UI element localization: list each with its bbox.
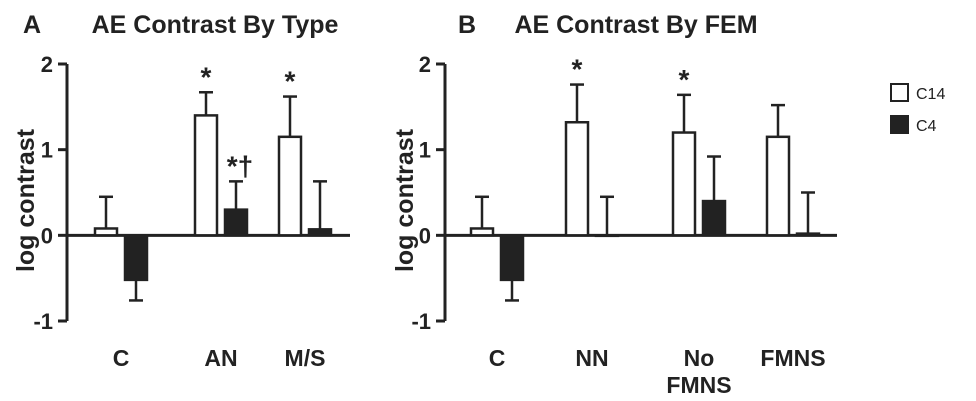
bar-c4-c bbox=[123, 234, 149, 282]
bar-c14-c bbox=[469, 227, 495, 237]
bar-c14-an bbox=[193, 114, 219, 237]
significance-marker: * bbox=[572, 54, 583, 85]
x-category-label: C bbox=[113, 345, 130, 371]
panel-a: A AE Contrast By Type log contrast -1 0 1 2 * *†… bbox=[12, 11, 350, 371]
chart-title: AE Contrast By Type bbox=[92, 11, 339, 39]
panel-b: B AE Contrast By FEM log contrast -1 0 1 2 * * C N… bbox=[391, 11, 837, 398]
legend-swatch-c14 bbox=[890, 83, 909, 102]
y-tick-label: 2 bbox=[419, 52, 431, 77]
y-tick-label: -1 bbox=[411, 309, 431, 334]
chart-title: AE Contrast By FEM bbox=[514, 11, 757, 39]
significance-marker: * bbox=[679, 64, 690, 95]
x-category-label: C bbox=[489, 345, 506, 371]
x-category-label: M/S bbox=[285, 345, 326, 371]
bar-c14-no-fmns bbox=[671, 131, 697, 237]
legend-swatch-c4 bbox=[890, 115, 909, 134]
y-tick-label: 2 bbox=[41, 52, 53, 77]
significance-marker: *† bbox=[227, 150, 253, 181]
y-tick-label: 0 bbox=[419, 223, 431, 248]
panel-letter: B bbox=[458, 11, 476, 39]
y-axis-label: log contrast bbox=[12, 128, 40, 272]
significance-marker: * bbox=[285, 66, 296, 97]
panel-letter: A bbox=[23, 11, 41, 39]
bar-c4-m-s bbox=[307, 228, 333, 237]
y-tick-label: 1 bbox=[41, 138, 53, 163]
x-category-label: AN bbox=[204, 345, 237, 371]
legend-label-c14: C14 bbox=[916, 86, 945, 103]
x-category-label: NN bbox=[575, 345, 608, 371]
bar-c4-no-fmns bbox=[701, 199, 727, 237]
y-tick-label: 0 bbox=[41, 223, 53, 248]
bar-c4-an bbox=[223, 208, 249, 237]
legend-label-c4: C4 bbox=[916, 118, 937, 135]
bar-c4-c bbox=[499, 234, 525, 282]
significance-marker: * bbox=[201, 61, 212, 92]
bar-c14-c bbox=[93, 227, 119, 237]
y-axis-label: log contrast bbox=[391, 128, 419, 272]
bar-c14-nn bbox=[564, 121, 590, 237]
legend: C14 C4 bbox=[890, 83, 945, 135]
bar-c14-fmns bbox=[765, 135, 791, 237]
y-tick-label: 1 bbox=[419, 138, 431, 163]
bar-c14-m-s bbox=[277, 135, 303, 237]
y-tick-label: -1 bbox=[33, 309, 53, 334]
bar-c4-nn bbox=[594, 234, 620, 238]
bar-c4-fmns bbox=[795, 232, 821, 237]
x-category-label: FMNS bbox=[760, 345, 825, 371]
x-category-label: No FMNS bbox=[666, 345, 731, 398]
